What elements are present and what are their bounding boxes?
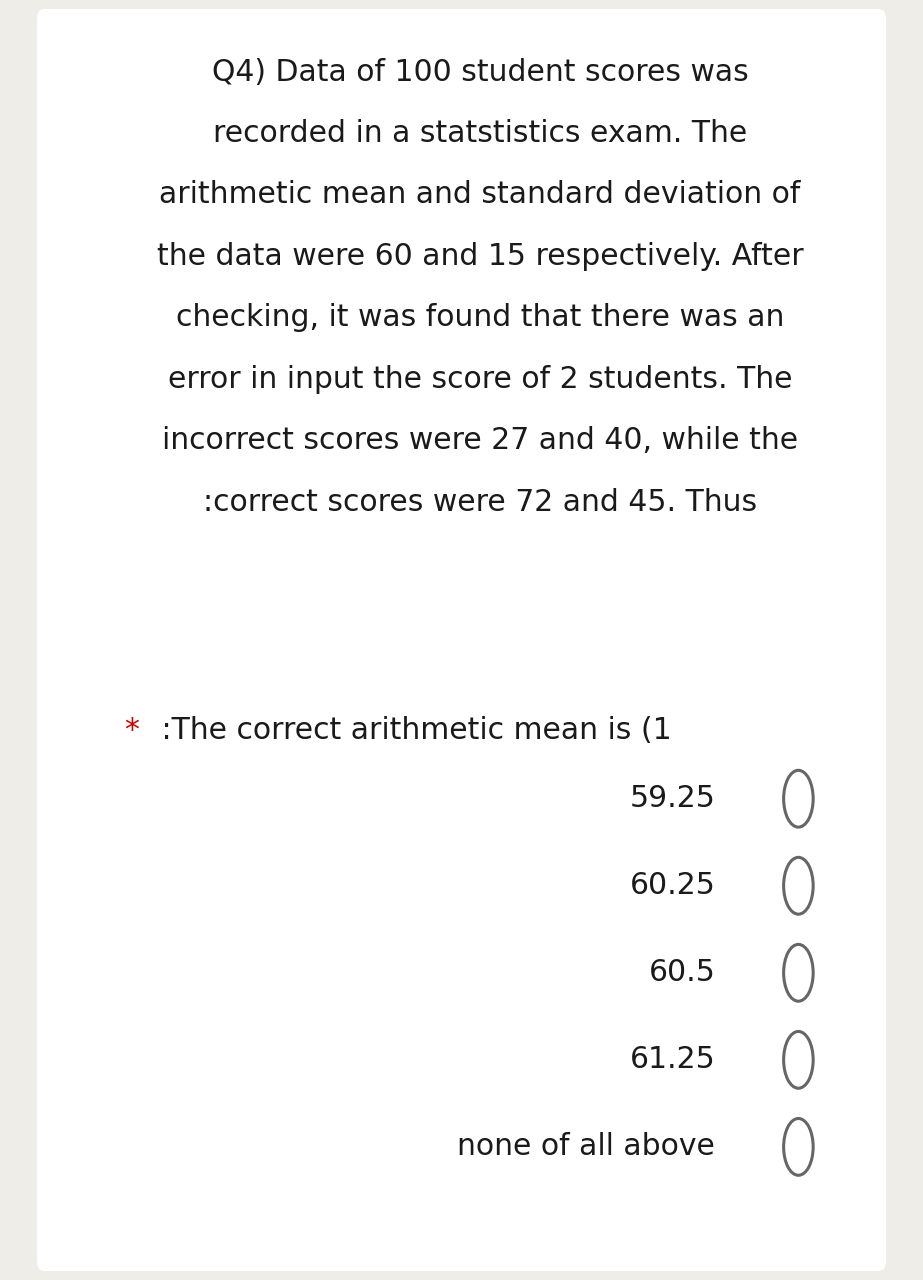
- Text: 60.25: 60.25: [629, 872, 715, 900]
- FancyBboxPatch shape: [37, 9, 886, 1271]
- Text: *: *: [125, 716, 139, 745]
- Text: :correct scores were 72 and 45. Thus: :correct scores were 72 and 45. Thus: [203, 488, 757, 517]
- Text: arithmetic mean and standard deviation of: arithmetic mean and standard deviation o…: [160, 180, 800, 210]
- Text: :The correct arithmetic mean is (1: :The correct arithmetic mean is (1: [152, 716, 672, 745]
- Text: recorded in a statstistics exam. The: recorded in a statstistics exam. The: [213, 119, 747, 148]
- Text: Q4) Data of 100 student scores was: Q4) Data of 100 student scores was: [211, 58, 749, 87]
- Text: 60.5: 60.5: [649, 959, 715, 987]
- Text: the data were 60 and 15 respectively. After: the data were 60 and 15 respectively. Af…: [157, 242, 803, 271]
- Text: 59.25: 59.25: [629, 785, 715, 813]
- Text: checking, it was found that there was an: checking, it was found that there was an: [175, 303, 785, 333]
- Text: incorrect scores were 27 and 40, while the: incorrect scores were 27 and 40, while t…: [162, 426, 798, 456]
- Text: 61.25: 61.25: [629, 1046, 715, 1074]
- Text: none of all above: none of all above: [458, 1133, 715, 1161]
- Text: error in input the score of 2 students. The: error in input the score of 2 students. …: [168, 365, 792, 394]
